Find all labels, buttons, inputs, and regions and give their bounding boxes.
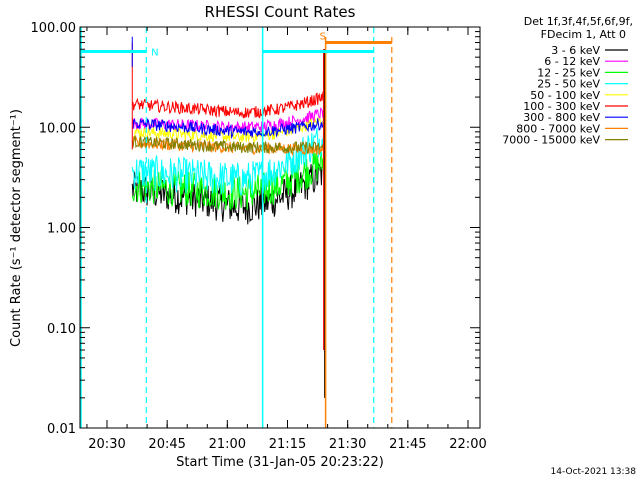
saa-marker-label: S [320, 32, 326, 43]
legend-entry-label: 12 - 25 keV [537, 66, 600, 79]
y-axis: 0.01 0.10 1.00 10.00 100.00 [31, 21, 480, 437]
legend-entry-label: 6 - 12 keV [544, 55, 600, 68]
data-layer [131, 36, 326, 398]
legend-entry-label: 300 - 800 keV [523, 111, 600, 124]
night-marker-label: N [151, 47, 158, 58]
legend-entry-label: 25 - 50 keV [537, 78, 600, 91]
legend-entry-label: 100 - 300 keV [523, 100, 600, 113]
x-tick-label: 22:00 [449, 437, 486, 452]
x-axis: 20:30 20:45 21:00 21:15 21:30 21:45 22:00 [86, 27, 487, 452]
chart-title: RHESSI Count Rates [205, 3, 356, 21]
legend-header-line-2: FDecim 1, Att 0 [541, 28, 626, 41]
legend-header-line-1: Det 1f,3f,4f,5f,6f,9f, [524, 15, 633, 28]
x-tick-label: 20:30 [88, 437, 125, 452]
y-tick-label: 0.01 [47, 422, 76, 437]
series-line [131, 49, 325, 155]
legend-entry-label: 50 - 100 keV [530, 89, 600, 102]
timestamp: 14-Oct-2021 13:38 [551, 467, 637, 477]
y-tick-label: 100.00 [31, 21, 77, 36]
legend-entry-label: 7000 - 15000 keV [502, 134, 600, 147]
y-tick-label: 1.00 [47, 222, 76, 237]
x-tick-label: 21:00 [209, 437, 246, 452]
y-tick-label: 0.10 [47, 322, 76, 337]
legend-entry-label: 800 - 7000 keV [516, 122, 600, 135]
series-line [131, 49, 325, 134]
x-tick-label: 21:45 [389, 437, 426, 452]
x-tick-label: 20:45 [148, 437, 185, 452]
x-tick-label: 21:15 [269, 437, 306, 452]
x-tick-label: 21:30 [329, 437, 366, 452]
x-axis-label: Start Time (31-Jan-05 20:23:22) [176, 455, 384, 470]
series-line [131, 49, 325, 119]
y-axis-label: Count Rate (s⁻¹ detector segment⁻¹) [9, 109, 24, 347]
series-line [131, 49, 325, 140]
series-line [131, 49, 325, 196]
plot-frame [79, 26, 481, 429]
annotation-layer: NS [80, 27, 393, 428]
legend-entry-label: 3 - 6 keV [551, 44, 600, 57]
y-tick-label: 10.00 [39, 121, 76, 136]
series-line [131, 49, 325, 225]
